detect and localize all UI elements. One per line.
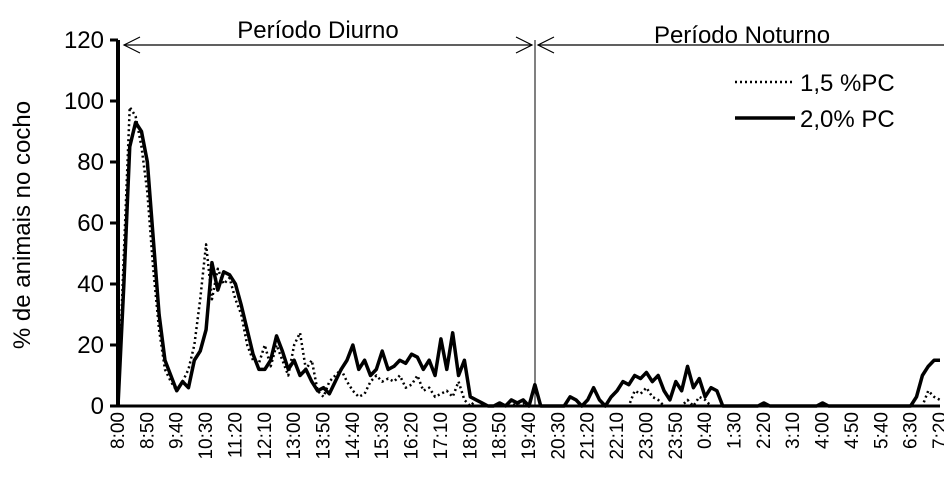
x-tick-label: 13:00: [284, 412, 305, 460]
y-tick-label: 120: [64, 27, 104, 54]
x-tick-label: 12:10: [255, 412, 276, 460]
x-tick-label: 19:40: [519, 412, 540, 460]
x-tick-label: 8:50: [137, 412, 158, 449]
annotation: Período Diurno: [237, 17, 398, 44]
x-tick-label: 22:10: [607, 412, 628, 460]
arrow-night: [536, 36, 944, 54]
y-axis-label: % de animais no cocho: [9, 101, 36, 349]
arrow-day: [122, 36, 534, 54]
x-tick-label: 4:00: [813, 412, 834, 449]
y-tick-label: 40: [77, 271, 104, 298]
x-tick-label: 23:50: [666, 412, 687, 460]
x-tick-label: 9:40: [167, 412, 188, 449]
x-tick-label: 16:20: [402, 412, 423, 460]
x-tick-label: 23:00: [636, 412, 657, 460]
annotation: Período Noturno: [654, 22, 830, 49]
x-tick-label: 8:00: [108, 412, 129, 449]
x-tick-label: 13:50: [314, 412, 335, 460]
x-tick-label: 7:20: [930, 412, 944, 449]
x-tick-label: 14:40: [343, 412, 364, 460]
x-tick-label: 17:10: [431, 412, 452, 460]
x-tick-label: 3:10: [783, 412, 804, 449]
x-tick-label: 10:30: [196, 412, 217, 460]
y-tick-label: 80: [77, 149, 104, 176]
y-tick-label: 20: [77, 332, 104, 359]
x-tick-label: 5:40: [871, 412, 892, 449]
x-tick-label: 2:20: [754, 412, 775, 449]
x-tick-label: 18:50: [490, 412, 511, 460]
data-line: [116, 120, 940, 408]
x-tick-label: 21:20: [578, 412, 599, 460]
legend-label: 2,0% PC: [800, 106, 895, 133]
y-tick-label: 100: [64, 88, 104, 115]
x-tick-label: 6:30: [901, 412, 922, 449]
x-tick-label: 11:20: [225, 412, 246, 458]
x-tick-label: 18:00: [460, 412, 481, 460]
legend-label: 1,5 %PC: [800, 70, 895, 97]
x-tick-label: 20:30: [548, 412, 569, 460]
x-tick-label: 1:30: [725, 412, 746, 449]
x-tick-label: 15:30: [372, 412, 393, 460]
data-line: [116, 105, 941, 408]
y-tick-label: 0: [91, 393, 104, 420]
x-tick-label: 4:50: [842, 412, 863, 449]
y-tick-label: 60: [77, 210, 104, 237]
x-tick-label: 0:40: [695, 412, 716, 449]
